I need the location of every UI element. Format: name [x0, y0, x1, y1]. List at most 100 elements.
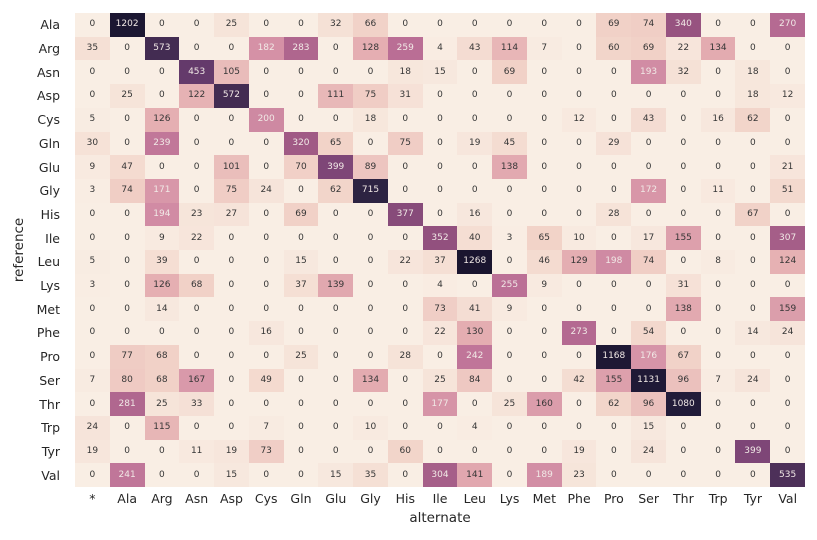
heatmap-cell: 0 [75, 321, 110, 345]
heatmap-cell: 15 [422, 60, 458, 85]
heatmap-cell: 68 [179, 273, 215, 298]
heatmap-cell: 60 [596, 36, 632, 61]
heatmap-cell: 138 [665, 297, 701, 322]
heatmap-cell: 0 [596, 321, 632, 345]
heatmap-cell: 0 [596, 463, 632, 487]
heatmap-cell: 0 [318, 297, 354, 322]
heatmap-cell: 0 [179, 131, 215, 156]
heatmap-cell: 0 [387, 13, 423, 37]
heatmap-cell: 0 [144, 321, 180, 345]
heatmap-cell: 11 [179, 439, 215, 464]
y-tick-label: His [40, 206, 60, 222]
heatmap-cell: 0 [665, 84, 701, 108]
heatmap-cell: 0 [318, 415, 354, 440]
heatmap-cell: 31 [665, 273, 701, 298]
heatmap-cell: 43 [457, 36, 493, 61]
heatmap-cell: 0 [318, 107, 354, 132]
heatmap-cell: 0 [144, 13, 180, 37]
heatmap-cell: 0 [109, 297, 145, 322]
heatmap-cell: 0 [214, 250, 249, 274]
heatmap-cell: 0 [353, 392, 388, 416]
heatmap-cell: 0 [248, 463, 284, 487]
heatmap-cell: 0 [561, 202, 597, 227]
heatmap-cell: 0 [144, 463, 180, 487]
heatmap-cell: 255 [492, 273, 527, 298]
x-tick-label: Arg [151, 491, 173, 506]
heatmap-cell: 0 [492, 415, 527, 440]
heatmap-cell: 12 [561, 107, 597, 132]
x-tick-label: Trp [708, 491, 728, 506]
heatmap-cell: 0 [735, 36, 771, 61]
heatmap-cell: 0 [109, 321, 145, 345]
heatmap-cell: 0 [318, 202, 354, 227]
heatmap-cell: 65 [318, 131, 354, 156]
heatmap-cell: 62 [596, 392, 632, 416]
x-tick-label: Pro [603, 491, 624, 506]
x-tick-label: Asn [185, 491, 209, 506]
heatmap-cell: 37 [283, 273, 319, 298]
heatmap-cell: 453 [179, 60, 215, 85]
x-tick-label: Gln [290, 491, 312, 506]
heatmap-cell: 75 [387, 131, 423, 156]
heatmap-cell: 0 [422, 13, 458, 37]
heatmap-cell: 0 [283, 321, 319, 345]
heatmap-cell: 23 [561, 463, 597, 487]
x-tick-label: * [89, 491, 96, 506]
heatmap-cell: 126 [144, 107, 180, 132]
heatmap-cell: 0 [214, 344, 249, 369]
heatmap-cell: 0 [75, 60, 110, 85]
heatmap-cell: 0 [492, 368, 527, 393]
heatmap-cell: 0 [144, 439, 180, 464]
heatmap-cell: 15 [283, 250, 319, 274]
heatmap-cell: 0 [283, 107, 319, 132]
heatmap-cell: 0 [457, 273, 493, 298]
y-tick-label: Val [41, 467, 60, 483]
heatmap-cell: 0 [248, 273, 284, 298]
heatmap-cell: 0 [422, 131, 458, 156]
heatmap-cell: 0 [109, 202, 145, 227]
heatmap-cell: 49 [248, 368, 284, 393]
heatmap-cell: 0 [179, 344, 215, 369]
heatmap-cell: 37 [422, 250, 458, 274]
heatmap-cell: 0 [700, 321, 736, 345]
heatmap-cell: 0 [318, 344, 354, 369]
heatmap-cell: 0 [561, 178, 597, 203]
heatmap-cell: 0 [353, 321, 388, 345]
heatmap-cell: 0 [283, 368, 319, 393]
heatmap-cell: 0 [700, 131, 736, 156]
heatmap-cell: 182 [248, 36, 284, 61]
heatmap-cell: 198 [596, 250, 632, 274]
heatmap-cell: 0 [735, 178, 771, 203]
heatmap-cell: 0 [353, 273, 388, 298]
heatmap-cell: 0 [248, 226, 284, 250]
heatmap-cell: 0 [75, 297, 110, 322]
heatmap-cell: 399 [318, 155, 354, 179]
heatmap-cell: 0 [109, 273, 145, 298]
heatmap-cell: 0 [283, 13, 319, 37]
heatmap-cell: 172 [631, 178, 666, 203]
heatmap-cell: 23 [179, 202, 215, 227]
heatmap-cell: 0 [561, 155, 597, 179]
heatmap-cell: 75 [214, 178, 249, 203]
heatmap-cell: 176 [631, 344, 666, 369]
heatmap-cell: 0 [457, 392, 493, 416]
heatmap-cell: 80 [109, 368, 145, 393]
heatmap-cell: 25 [492, 392, 527, 416]
x-tick-label: Thr [673, 491, 694, 506]
heatmap-cell: 0 [665, 202, 701, 227]
heatmap-cell: 160 [526, 392, 562, 416]
heatmap-cell: 0 [318, 321, 354, 345]
y-tick-label: Trp [41, 420, 60, 436]
heatmap-cell: 17 [631, 226, 666, 250]
heatmap-cell: 0 [735, 131, 771, 156]
x-tick-label: Val [778, 491, 798, 506]
heatmap-cell: 0 [214, 131, 249, 156]
heatmap-cell: 0 [526, 107, 562, 132]
heatmap-cell: 25 [144, 392, 180, 416]
heatmap-cell: 96 [631, 392, 666, 416]
heatmap-cell: 45 [492, 131, 527, 156]
heatmap-cell: 69 [283, 202, 319, 227]
heatmap-cell: 0 [353, 344, 388, 369]
heatmap-cell: 101 [214, 155, 249, 179]
heatmap-cell: 0 [700, 344, 736, 369]
